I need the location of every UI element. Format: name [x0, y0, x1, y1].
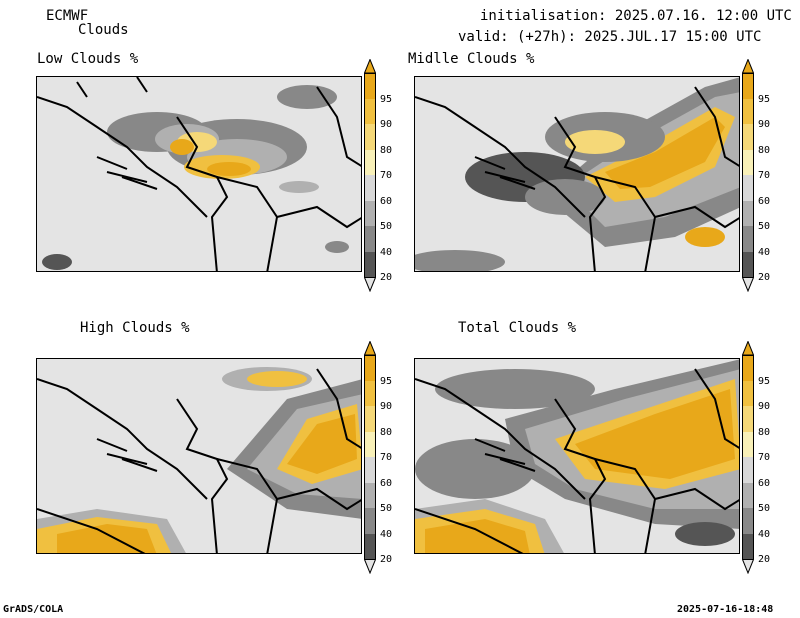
init-time: initialisation: 2025.07.16. 12:00 UTC: [480, 8, 792, 24]
colorbar-top-arrow: [742, 59, 754, 74]
colorbar-bottom-arrow: [742, 277, 754, 292]
colorbar-tick-label: 60: [758, 477, 771, 489]
colorbar-middle: 95 90 80 70 60 50 40 20: [742, 59, 782, 294]
colorbar-tick-label: 60: [380, 477, 393, 489]
map-panel-total: [414, 358, 740, 554]
colorbar-tick-label: 95: [758, 375, 771, 387]
colorbar-tick-label: 20: [758, 272, 771, 283]
map-panel-middle: [414, 76, 740, 272]
colorbar-segment: [742, 200, 754, 226]
colorbar-segment: [364, 124, 376, 150]
colorbar-tick-label: 40: [380, 246, 393, 258]
cloud-field-total: [415, 359, 739, 553]
colorbar-segment: [364, 149, 376, 175]
map-panel-high: [36, 358, 362, 554]
colorbar-total: 95 90 80 70 60 50 40 20: [742, 341, 782, 576]
panel-title-high: High Clouds %: [80, 320, 190, 336]
colorbar-tick-label: 95: [758, 93, 771, 105]
colorbar-low: 95 90 80 70 60 50 40 20: [364, 59, 404, 294]
colorbar-segment: [364, 431, 376, 457]
colorbar-segment: [742, 98, 754, 124]
colorbar-segment: [742, 482, 754, 508]
colorbar-tick-label: 95: [380, 375, 393, 387]
colorbar-tick-label: 60: [380, 195, 393, 207]
colorbar-tick-label: 60: [758, 195, 771, 207]
colorbar-segment: [364, 457, 376, 483]
colorbar-tick-label: 90: [758, 401, 771, 412]
panel-title-low: Low Clouds %: [37, 51, 139, 67]
colorbar-top-arrow: [364, 341, 376, 356]
cloud-field-high: [37, 367, 361, 553]
colorbar-segment: [742, 175, 754, 201]
border-lines-total: [415, 368, 739, 553]
colorbar-top-arrow: [742, 341, 754, 356]
valid-time: valid: (+27h): 2025.JUL.17 15:00 UTC: [458, 29, 762, 45]
colorbar-segment: [364, 380, 376, 406]
colorbar-tick-label: 90: [758, 119, 771, 130]
colorbar-segment: [364, 226, 376, 252]
colorbar-tick-label: 40: [758, 528, 771, 540]
footer-software: GrADS/COLA: [3, 604, 64, 615]
colorbar-tick-label: 20: [380, 272, 393, 283]
colorbar-tick-label: 90: [380, 119, 393, 130]
colorbar-segment: [742, 251, 754, 277]
colorbar-segment: [742, 406, 754, 432]
map-panel-low: [36, 76, 362, 272]
cloud-field-low: [42, 85, 349, 270]
colorbar-tick-label: 70: [380, 452, 393, 463]
colorbar-segment: [364, 200, 376, 226]
colorbar-segment: [364, 355, 376, 381]
colorbar-segment: [364, 98, 376, 124]
colorbar-segment: [364, 175, 376, 201]
colorbar-bottom-arrow: [742, 559, 754, 574]
colorbar-segment: [742, 508, 754, 534]
colorbar-tick-label: 70: [380, 170, 393, 181]
colorbar-segment: [364, 482, 376, 508]
colorbar-tick-label: 90: [380, 401, 393, 412]
colorbar-tick-label: 80: [380, 144, 393, 156]
colorbar-high: 95 90 80 70 60 50 40 20: [364, 341, 404, 576]
colorbar-segment: [364, 406, 376, 432]
colorbar-bottom-arrow: [364, 559, 376, 574]
colorbar-tick-label: 20: [380, 554, 393, 565]
border-lines-high: [37, 368, 361, 553]
colorbar-tick-label: 70: [758, 170, 771, 181]
colorbar-segment: [742, 355, 754, 381]
product-label: Clouds: [78, 22, 129, 38]
panel-title-total: Total Clouds %: [458, 320, 577, 336]
footer-timestamp: 2025-07-16-18:48: [677, 604, 774, 615]
colorbar-bottom-arrow: [364, 277, 376, 292]
colorbar-segment: [364, 73, 376, 99]
colorbar-tick-label: 50: [758, 503, 771, 514]
colorbar-segment: [742, 149, 754, 175]
colorbar-tick-label: 50: [758, 221, 771, 232]
colorbar-tick-label: 80: [380, 426, 393, 438]
colorbar-tick-label: 80: [758, 426, 771, 438]
colorbar-tick-label: 40: [758, 246, 771, 258]
border-lines-low: [37, 77, 361, 271]
colorbar-segment: [742, 533, 754, 559]
colorbar-tick-label: 95: [380, 93, 393, 105]
panel-title-middle: Midlle Clouds %: [408, 51, 535, 67]
colorbar-segment: [364, 533, 376, 559]
colorbar-segment: [742, 457, 754, 483]
border-lines-middle: [415, 86, 739, 271]
colorbar-segment: [742, 73, 754, 99]
colorbar-segment: [364, 251, 376, 277]
colorbar-top-arrow: [364, 59, 376, 74]
colorbar-segment: [742, 431, 754, 457]
colorbar-segment: [742, 226, 754, 252]
colorbar-tick-label: 80: [758, 144, 771, 156]
colorbar-tick-label: 70: [758, 452, 771, 463]
cloud-field-middle: [415, 77, 739, 271]
colorbar-tick-label: 20: [758, 554, 771, 565]
colorbar-segment: [742, 124, 754, 150]
colorbar-tick-label: 50: [380, 221, 393, 232]
colorbar-segment: [742, 380, 754, 406]
colorbar-tick-label: 40: [380, 528, 393, 540]
source-label: ECMWF: [46, 8, 89, 24]
colorbar-tick-label: 50: [380, 503, 393, 514]
colorbar-segment: [364, 508, 376, 534]
